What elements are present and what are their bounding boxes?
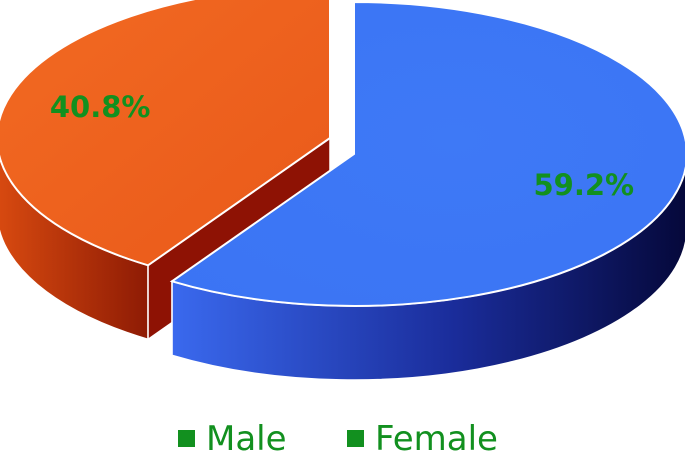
legend-item-female: Female <box>347 419 498 459</box>
legend-item-male: Male <box>178 419 287 459</box>
slices-layer <box>0 0 685 381</box>
female-slice <box>0 0 331 267</box>
legend-label-female: Female <box>375 419 498 455</box>
legend-label-male: Male <box>206 419 287 455</box>
data-label-female: 40.8% <box>50 90 151 124</box>
legend: Male Female <box>178 419 498 459</box>
legend-marker-male <box>178 430 195 447</box>
male-slice <box>169 0 685 307</box>
legend-marker-female <box>347 430 364 447</box>
data-label-male: 59.2% <box>534 168 635 202</box>
